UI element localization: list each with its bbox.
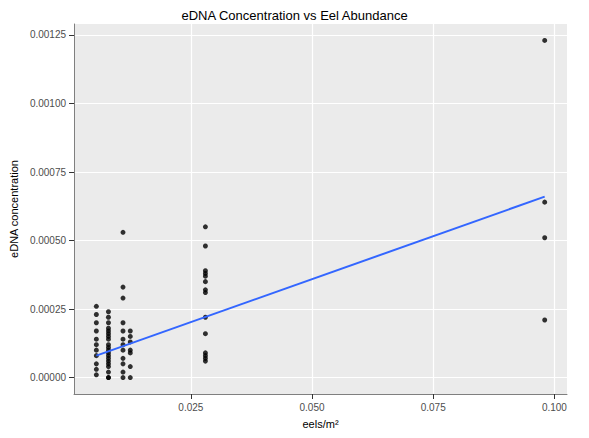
svg-text:eels/m²: eels/m² xyxy=(302,418,338,430)
svg-text:0.025: 0.025 xyxy=(178,402,203,413)
svg-text:0.00000: 0.00000 xyxy=(30,372,67,383)
svg-text:0.00125: 0.00125 xyxy=(30,29,67,40)
svg-text:0.075: 0.075 xyxy=(421,402,446,413)
svg-text:0.00075: 0.00075 xyxy=(30,167,67,178)
svg-text:eDNA concentration: eDNA concentration xyxy=(8,160,20,258)
svg-text:0.050: 0.050 xyxy=(300,402,325,413)
svg-text:eDNA Concentration vs Eel Abun: eDNA Concentration vs Eel Abundance xyxy=(181,8,407,23)
svg-text:0.00050: 0.00050 xyxy=(30,235,67,246)
svg-text:0.00025: 0.00025 xyxy=(30,304,67,315)
svg-text:0.100: 0.100 xyxy=(542,402,567,413)
svg-text:0.00100: 0.00100 xyxy=(30,98,67,109)
